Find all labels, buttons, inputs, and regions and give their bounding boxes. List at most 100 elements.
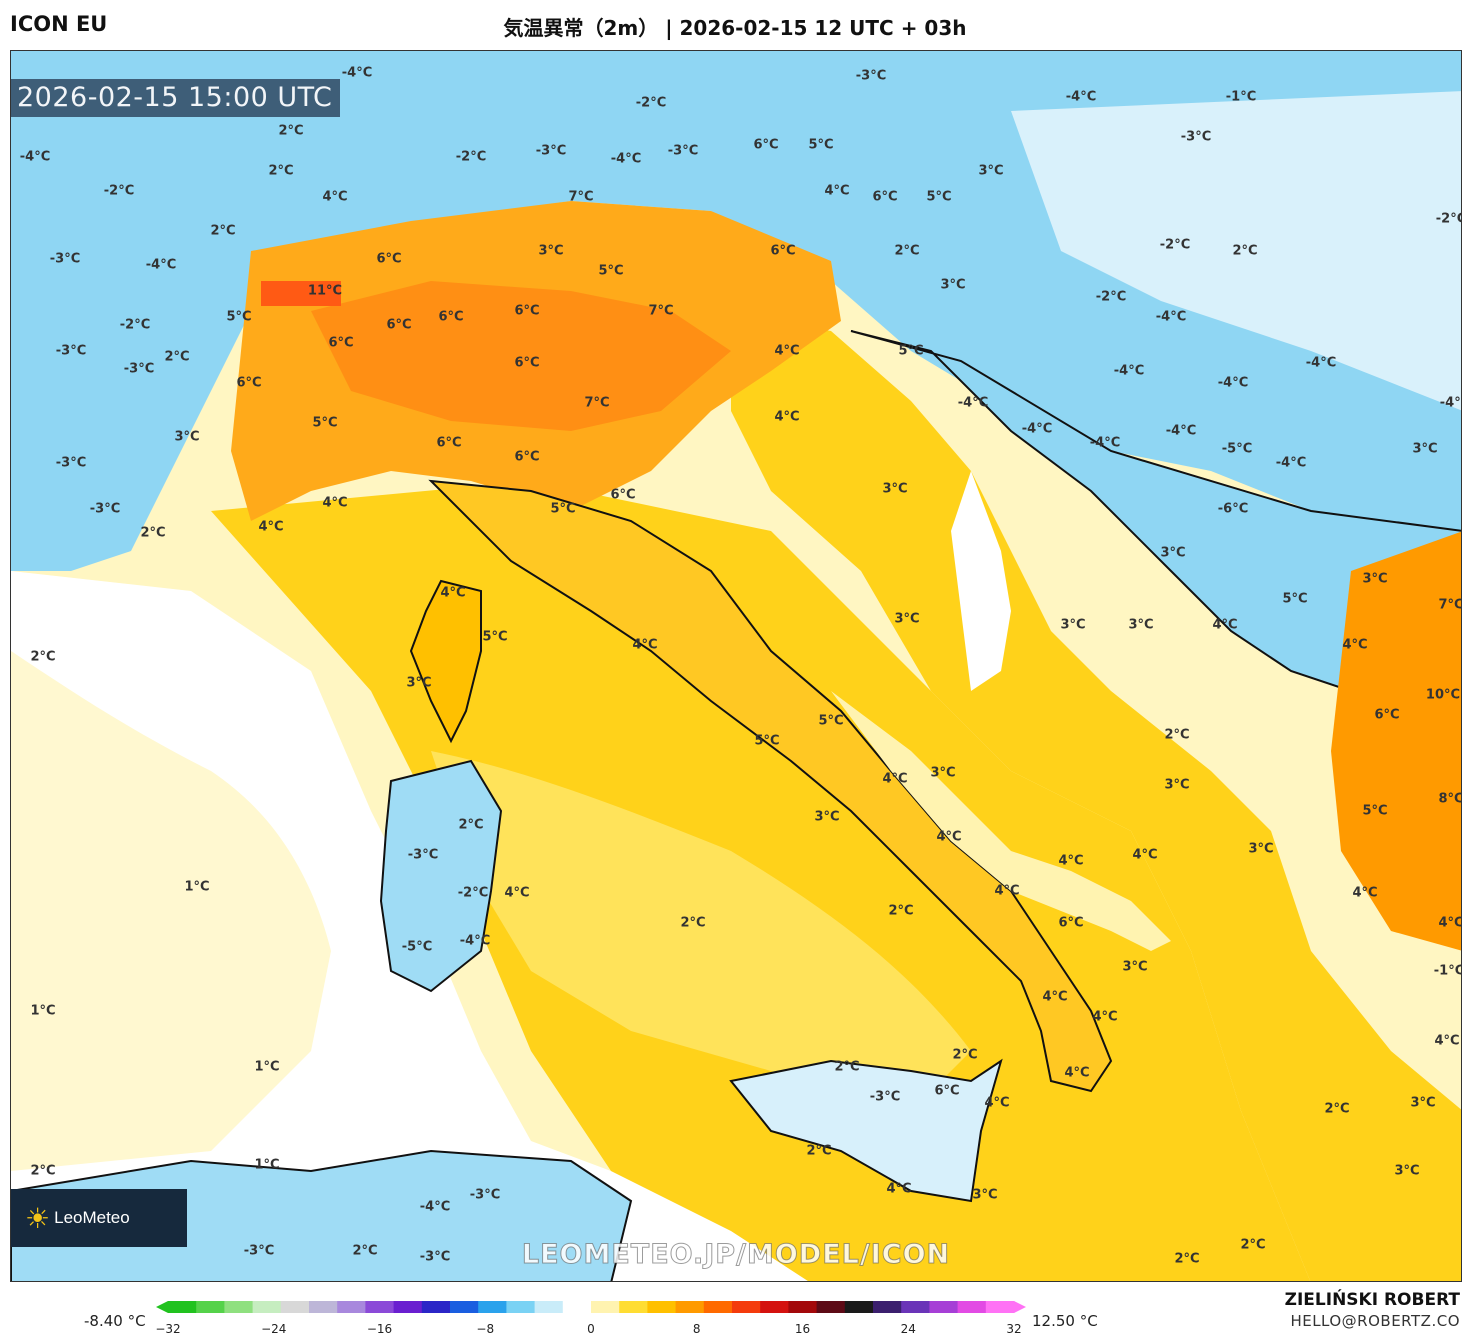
temp-label: -4°C [419, 1199, 451, 1215]
temp-label: 3°C [1362, 571, 1388, 587]
sun-icon: ☀ [25, 1201, 51, 1235]
temp-label: -2°C [1159, 237, 1191, 253]
corsica [409, 579, 482, 744]
temp-label: 5°C [1362, 803, 1388, 819]
temp-label: 2°C [680, 915, 706, 931]
temp-label: -4°C [341, 65, 373, 81]
colorbar-segment [478, 1301, 507, 1313]
temp-label: -3°C [89, 501, 121, 517]
temp-label: 6°C [934, 1083, 960, 1099]
sicily [729, 1058, 1003, 1203]
temp-label: 7°C [568, 189, 594, 205]
temp-label: 3°C [814, 809, 840, 825]
temp-label: 5°C [1282, 591, 1308, 607]
temp-label: 2°C [894, 243, 920, 259]
temp-label: -3°C [535, 143, 567, 159]
temp-label: 4°C [1064, 1065, 1090, 1081]
temp-label: 6°C [610, 487, 636, 503]
temp-label: -6°C [1217, 501, 1249, 517]
temp-label: 3°C [1160, 545, 1186, 561]
temp-label: -4°C [1217, 375, 1249, 391]
temp-label: 4°C [322, 189, 348, 205]
temp-label: 6°C [872, 189, 898, 205]
map-canvas [11, 51, 1461, 1281]
colorbar-segment [309, 1301, 338, 1313]
chart-title: 気温異常（2m） | 2026-02-15 12 UTC + 03h [503, 16, 967, 40]
temp-label: 4°C [824, 183, 850, 199]
temp-label: 1°C [254, 1059, 280, 1075]
temp-label: 3°C [1410, 1095, 1436, 1111]
colorbar-segment [675, 1301, 705, 1313]
temp-label: 4°C [1092, 1009, 1118, 1025]
colorbar-segment [703, 1301, 733, 1313]
temp-label: 2°C [888, 903, 914, 919]
temp-label: -4°C [957, 395, 989, 411]
temp-label: -3°C [55, 455, 87, 471]
temp-label: 2°C [210, 223, 236, 239]
colorbar-segment [873, 1301, 902, 1313]
colorbar-segment [957, 1301, 987, 1313]
colorbar-tick-label: −8 [476, 1322, 495, 1336]
italy-peninsula [428, 479, 1113, 1093]
temp-label: -4°C [610, 151, 642, 167]
colorbar-segment [732, 1301, 761, 1313]
temp-label: 4°C [1434, 1033, 1460, 1049]
temp-label: 3°C [1164, 777, 1190, 793]
leometeo-logo[interactable]: ☀ LeoMeteo [11, 1189, 187, 1247]
temp-label: -3°C [869, 1089, 901, 1105]
temp-label: -5°C [401, 939, 433, 955]
temp-label: 4°C [632, 637, 658, 653]
temp-label: 5°C [754, 733, 780, 749]
temp-label: 6°C [386, 317, 412, 333]
author-email: HELLO@ROBERTZ.CO [1290, 1312, 1460, 1330]
temp-label: -4°C [145, 257, 177, 273]
temp-label: 3°C [406, 675, 432, 691]
temp-label: 2°C [1240, 1237, 1266, 1253]
temp-label: -4°C [1305, 355, 1337, 371]
light-yellow-band [431, 751, 971, 1111]
temp-label: 4°C [984, 1095, 1010, 1111]
temp-label: 6°C [1058, 915, 1084, 931]
temp-label: -4°C [1089, 435, 1121, 451]
temp-label: 10°C [1425, 687, 1461, 703]
temp-label: 2°C [806, 1143, 832, 1159]
pale-yellow-west [11, 651, 331, 1171]
colorbar-segment [252, 1301, 282, 1313]
colorbar-tick-label: 16 [794, 1322, 811, 1336]
temp-label: 6°C [514, 355, 540, 371]
temp-label: 3°C [940, 277, 966, 293]
colorbar-segment [534, 1301, 564, 1313]
temp-label: 1°C [184, 879, 210, 895]
temp-label: 5°C [482, 629, 508, 645]
temperature-anomaly-map: 2026-02-15 15:00 UTC -4°C -3°C -2°C -1°C… [10, 50, 1462, 1282]
temp-label: 6°C [753, 137, 779, 153]
temp-label: 2°C [30, 1163, 56, 1179]
temp-label: 2°C [268, 163, 294, 179]
temp-label: 5°C [312, 415, 338, 431]
temp-label: 5°C [926, 189, 952, 205]
warm-balkans-south [1331, 531, 1461, 951]
colorbar-segment [450, 1301, 479, 1313]
temp-label: 3°C [1128, 617, 1154, 633]
colorbar-max-label: 12.50 °C [1032, 1312, 1098, 1330]
colorbar-segment [591, 1301, 620, 1313]
temp-label: -3°C [667, 143, 699, 159]
temp-label: 3°C [972, 1187, 998, 1203]
colorbar-min-label: -8.40 °C [84, 1312, 146, 1330]
warmer-core [311, 281, 731, 431]
yellow-sea-adriatic [731, 311, 1461, 1281]
temp-label: 3°C [1122, 959, 1148, 975]
colorbar-segment [929, 1301, 959, 1313]
colorbar-segment [760, 1301, 789, 1313]
temp-label: -3°C [419, 1249, 451, 1265]
apennine-cool [831, 691, 1171, 951]
temp-label: -1°C [1225, 89, 1257, 105]
colorbar-segment [168, 1301, 197, 1313]
temp-label: -3°C [123, 361, 155, 377]
temp-label: 4°C [774, 409, 800, 425]
temp-label: 5°C [226, 309, 252, 325]
temp-label: 2°C [352, 1243, 378, 1259]
temp-label: 2°C [1232, 243, 1258, 259]
temp-label: 4°C [1438, 915, 1462, 931]
temp-label: 4°C [440, 585, 466, 601]
